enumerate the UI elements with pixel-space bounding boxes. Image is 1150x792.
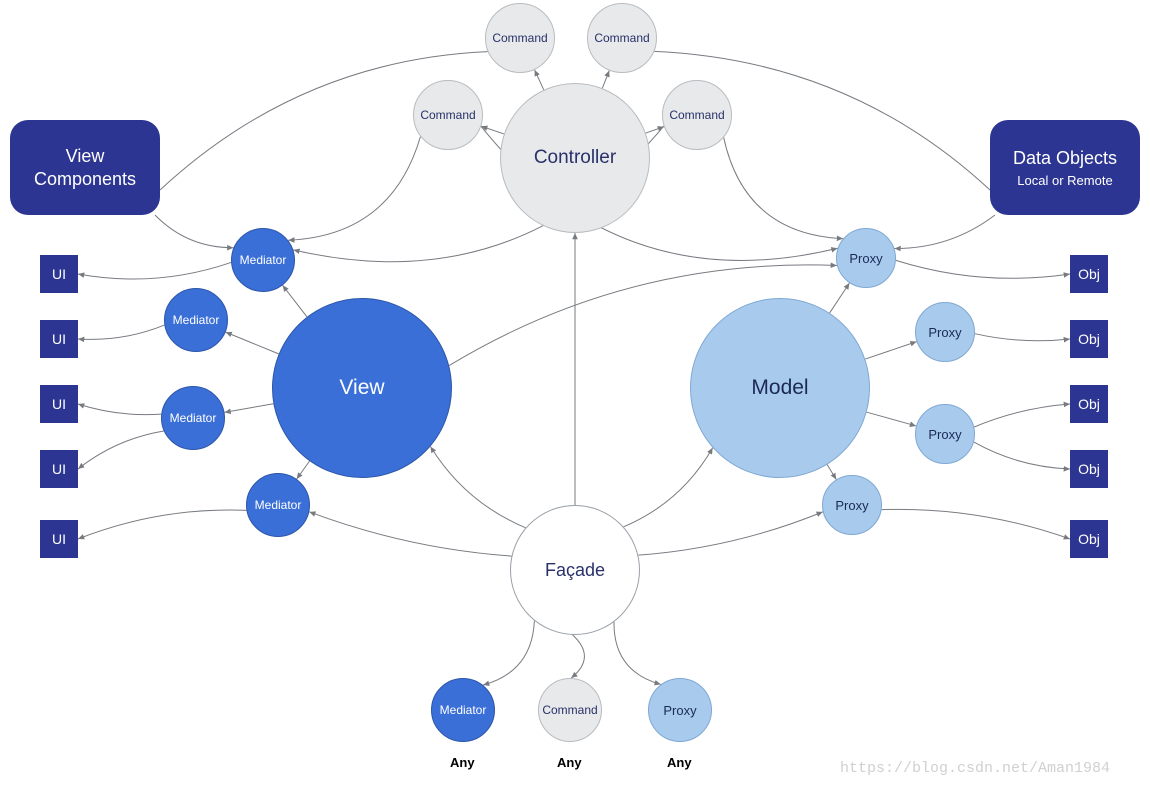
- ui-square-label: UI: [52, 266, 66, 282]
- edge: [865, 342, 916, 359]
- box-label: Data Objects: [1013, 148, 1117, 169]
- node-label: Mediator: [440, 703, 487, 717]
- edge: [225, 404, 274, 413]
- node-view: View: [272, 298, 452, 478]
- node-facade: Façade: [510, 505, 640, 635]
- edge: [827, 465, 836, 480]
- node-controller: Controller: [500, 83, 650, 233]
- node-any_proxy: Proxy: [648, 678, 712, 742]
- node-mediator3: Mediator: [161, 386, 225, 450]
- node-label: Mediator: [170, 411, 217, 425]
- any-label: Any: [557, 755, 582, 770]
- edge: [78, 431, 164, 469]
- edge: [882, 509, 1070, 539]
- node-any_mediator: Mediator: [431, 678, 495, 742]
- edge: [974, 404, 1070, 427]
- node-label: View: [339, 376, 384, 400]
- obj-square: Obj: [1070, 520, 1108, 558]
- edge: [535, 70, 544, 90]
- ui-square: UI: [40, 520, 78, 558]
- node-mediator2: Mediator: [164, 288, 228, 352]
- box-sublabel: Local or Remote: [1017, 173, 1112, 188]
- edge: [283, 285, 307, 316]
- obj-square-label: Obj: [1078, 396, 1100, 412]
- node-label: Proxy: [663, 703, 696, 718]
- node-command_tl: Command: [485, 3, 555, 73]
- edge: [288, 137, 420, 241]
- node-label: Command: [669, 108, 724, 122]
- obj-square: Obj: [1070, 450, 1108, 488]
- box-label: View Components: [34, 145, 136, 190]
- edge: [614, 622, 661, 684]
- edge: [78, 404, 161, 415]
- node-proxy4: Proxy: [822, 475, 882, 535]
- node-label: Command: [594, 31, 649, 45]
- node-label: Proxy: [928, 427, 961, 442]
- node-label: Proxy: [928, 325, 961, 340]
- node-command_l: Command: [413, 80, 483, 150]
- node-label: Proxy: [835, 498, 868, 513]
- node-label: Model: [751, 376, 808, 400]
- edge: [974, 442, 1070, 469]
- edge: [638, 512, 823, 555]
- obj-square-label: Obj: [1078, 266, 1100, 282]
- node-mediator1: Mediator: [231, 228, 295, 292]
- edge: [226, 332, 279, 354]
- node-label: Proxy: [849, 251, 882, 266]
- node-label: Mediator: [173, 313, 220, 327]
- ui-square-label: UI: [52, 461, 66, 477]
- edge: [602, 71, 609, 89]
- edge: [430, 446, 525, 527]
- obj-square-label: Obj: [1078, 531, 1100, 547]
- edge: [894, 215, 995, 249]
- ui-square: UI: [40, 320, 78, 358]
- ui-square-label: UI: [52, 396, 66, 412]
- edge: [975, 334, 1070, 341]
- node-any_command: Command: [538, 678, 602, 742]
- any-label: Any: [667, 755, 692, 770]
- edge: [830, 283, 850, 313]
- node-label: Command: [492, 31, 547, 45]
- node-proxy3: Proxy: [915, 404, 975, 464]
- node-label: Mediator: [240, 253, 287, 267]
- edge: [483, 621, 534, 685]
- edge: [78, 325, 164, 339]
- obj-square-label: Obj: [1078, 331, 1100, 347]
- ui-square: UI: [40, 450, 78, 488]
- obj-square: Obj: [1070, 385, 1108, 423]
- ui-square-label: UI: [52, 331, 66, 347]
- node-model: Model: [690, 298, 870, 478]
- watermark: https://blog.csdn.net/Aman1984: [840, 760, 1110, 777]
- box-data-objects: Data Objects Local or Remote: [990, 120, 1140, 215]
- node-proxy1: Proxy: [836, 228, 896, 288]
- box-view-components: View Components: [10, 120, 160, 215]
- node-command_tr: Command: [587, 3, 657, 73]
- obj-square: Obj: [1070, 320, 1108, 358]
- node-label: Controller: [534, 147, 616, 169]
- edge: [571, 635, 584, 678]
- edge: [724, 138, 843, 239]
- obj-square: Obj: [1070, 255, 1108, 293]
- edge: [155, 215, 233, 248]
- ui-square-label: UI: [52, 531, 66, 547]
- node-label: Command: [420, 108, 475, 122]
- ui-square: UI: [40, 385, 78, 423]
- node-label: Command: [542, 703, 597, 717]
- edge: [896, 260, 1070, 278]
- ui-square: UI: [40, 255, 78, 293]
- edge: [309, 512, 511, 556]
- edge: [297, 461, 310, 479]
- node-label: Façade: [545, 560, 605, 581]
- node-proxy2: Proxy: [915, 302, 975, 362]
- edge: [78, 262, 231, 279]
- node-label: Mediator: [255, 498, 302, 512]
- any-label: Any: [450, 755, 475, 770]
- obj-square-label: Obj: [1078, 461, 1100, 477]
- node-command_r: Command: [662, 80, 732, 150]
- edge: [624, 448, 713, 527]
- edge: [78, 510, 246, 539]
- edge: [867, 412, 916, 426]
- node-mediator4: Mediator: [246, 473, 310, 537]
